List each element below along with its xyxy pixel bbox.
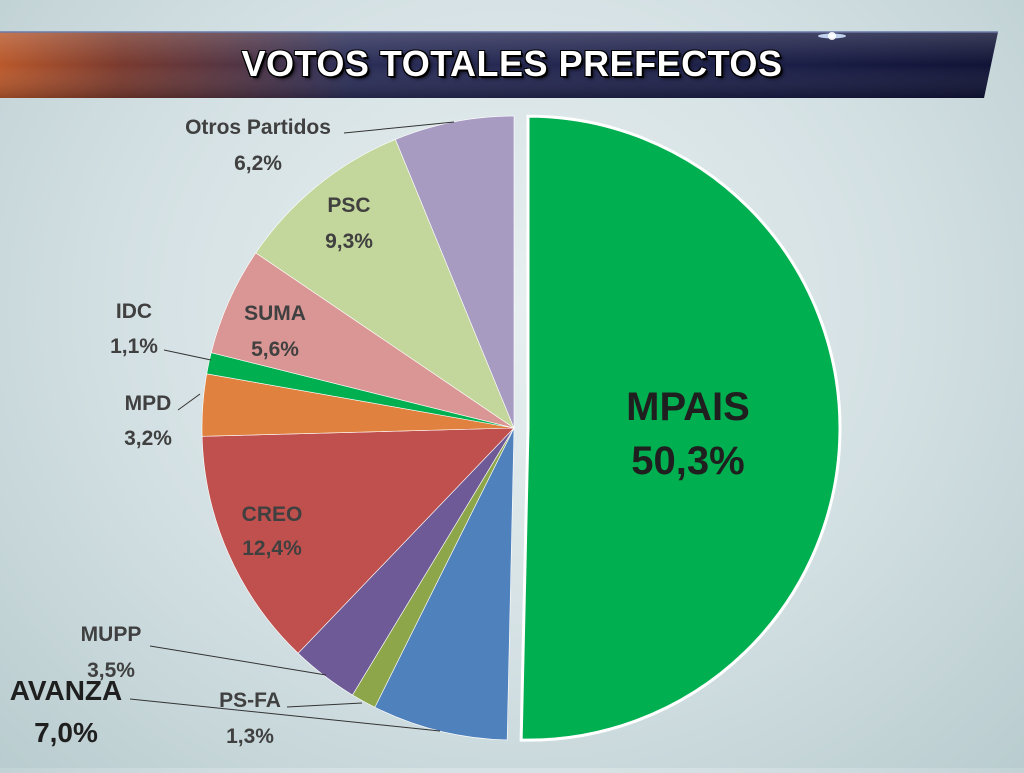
slice-label-psc: PSC — [327, 194, 370, 217]
slice-label-creo: CREO — [242, 503, 303, 526]
pie-slice-psc — [255, 139, 515, 429]
slice-label-mpd: MPD — [125, 392, 172, 415]
slice-value-creo: 12,4% — [242, 537, 302, 560]
slice-value-idc: 1,1% — [110, 335, 158, 358]
title-banner: VOTOS TOTALES PREFECTOS — [0, 28, 1000, 100]
slice-value-mupp: 3,5% — [87, 659, 135, 682]
slice-label-avanza: AVANZA — [10, 675, 123, 706]
slice-label-mpais: MPAIS — [626, 385, 750, 429]
leader-line — [177, 393, 201, 411]
page-title: VOTOS TOTALES PREFECTOS — [241, 43, 783, 84]
leader-line — [149, 645, 327, 676]
leader-line — [129, 698, 441, 732]
pie-slices — [201, 114, 842, 742]
slice-label-idc: IDC — [116, 300, 152, 323]
slice-value-suma: 5,6% — [251, 338, 299, 361]
slice-value-avanza: 7,0% — [34, 717, 98, 748]
slice-value-mpd: 3,2% — [124, 427, 172, 450]
pie-labels: MPAIS 50,3% AVANZA 7,0% PS-FA 1,3% MUPP 3,5% CRE… — [10, 116, 750, 748]
pie-slice-mpais — [519, 114, 842, 742]
slice-label-ps-fa: PS-FA — [219, 689, 281, 712]
title-banner-shape — [0, 31, 998, 98]
slice-value-ps-fa: 1,3% — [226, 725, 274, 748]
slice-label-mupp: MUPP — [81, 623, 142, 646]
slice-label-suma: SUMA — [244, 302, 306, 325]
pie-slice-creo — [201, 427, 515, 654]
leader-line — [343, 121, 455, 134]
slice-value-otros-partidos: 6,2% — [234, 152, 282, 175]
slice-label-otros-partidos: Otros Partidos — [185, 116, 331, 139]
leader-line — [286, 702, 363, 708]
slice-value-mpais: 50,3% — [631, 439, 744, 483]
leader-line — [163, 349, 212, 361]
slice-value-psc: 9,3% — [325, 230, 373, 253]
